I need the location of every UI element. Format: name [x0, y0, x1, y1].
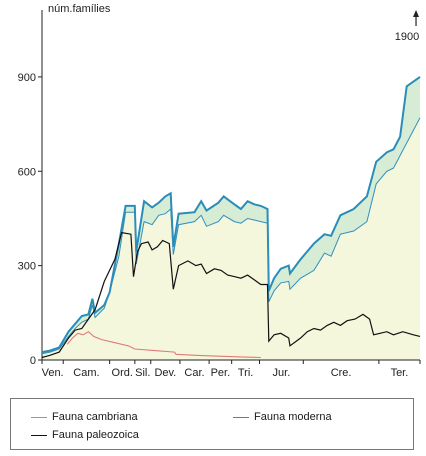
legend-label-moderna: Fauna moderna: [254, 411, 332, 423]
y-tick-label: 300: [18, 261, 36, 273]
y-axis-label: núm.famílies: [48, 3, 111, 15]
legend-swatch-moderna: [233, 416, 249, 418]
x-tick-label: Car.: [184, 367, 204, 379]
y-tick-label: 900: [18, 72, 36, 84]
x-tick-label: Tri.: [238, 367, 253, 379]
x-tick-label: Cam.: [73, 367, 99, 379]
series-line-cambriana: [66, 331, 261, 359]
x-tick-label: Ter.: [391, 367, 409, 379]
y-tick-label: 600: [18, 166, 36, 178]
x-tick-label: Cre.: [331, 367, 352, 379]
x-tick-label: Dev.: [154, 367, 176, 379]
annotation-label: 1900: [395, 31, 419, 43]
legend-swatch-paleozoica: [31, 434, 47, 436]
annotation-arrow-head: [413, 10, 420, 17]
y-tick-label-zero: 0: [30, 355, 36, 367]
legend-item-cambriana: Fauna cambriana: [31, 411, 138, 423]
legend-label-paleozoica: Fauna paleozoica: [52, 429, 139, 441]
series-line-paleozoica: [41, 231, 421, 359]
legend-item-moderna: Fauna moderna: [233, 411, 332, 423]
x-tick-label: Ven.: [42, 367, 64, 379]
chart-svg: 300 600 900 0 núm.famílies Ven. Cam. Ord. Sil. De…: [18, 3, 421, 379]
legend-swatch-cambriana: [31, 416, 47, 418]
legend-item-paleozoica: Fauna paleozoica: [31, 429, 139, 441]
area-fill-moderna-band: [42, 76, 420, 354]
x-tick-label: Jur.: [273, 367, 291, 379]
x-tick-label: Sil.: [135, 367, 150, 379]
legend: Fauna cambriana Fauna moderna Fauna pale…: [10, 398, 414, 450]
x-tick-label: Per.: [211, 367, 231, 379]
legend-label-cambriana: Fauna cambriana: [52, 411, 138, 423]
series-line-total: [41, 76, 421, 354]
series-line-moderna: [41, 117, 421, 355]
x-tick-label: Ord.: [112, 367, 133, 379]
